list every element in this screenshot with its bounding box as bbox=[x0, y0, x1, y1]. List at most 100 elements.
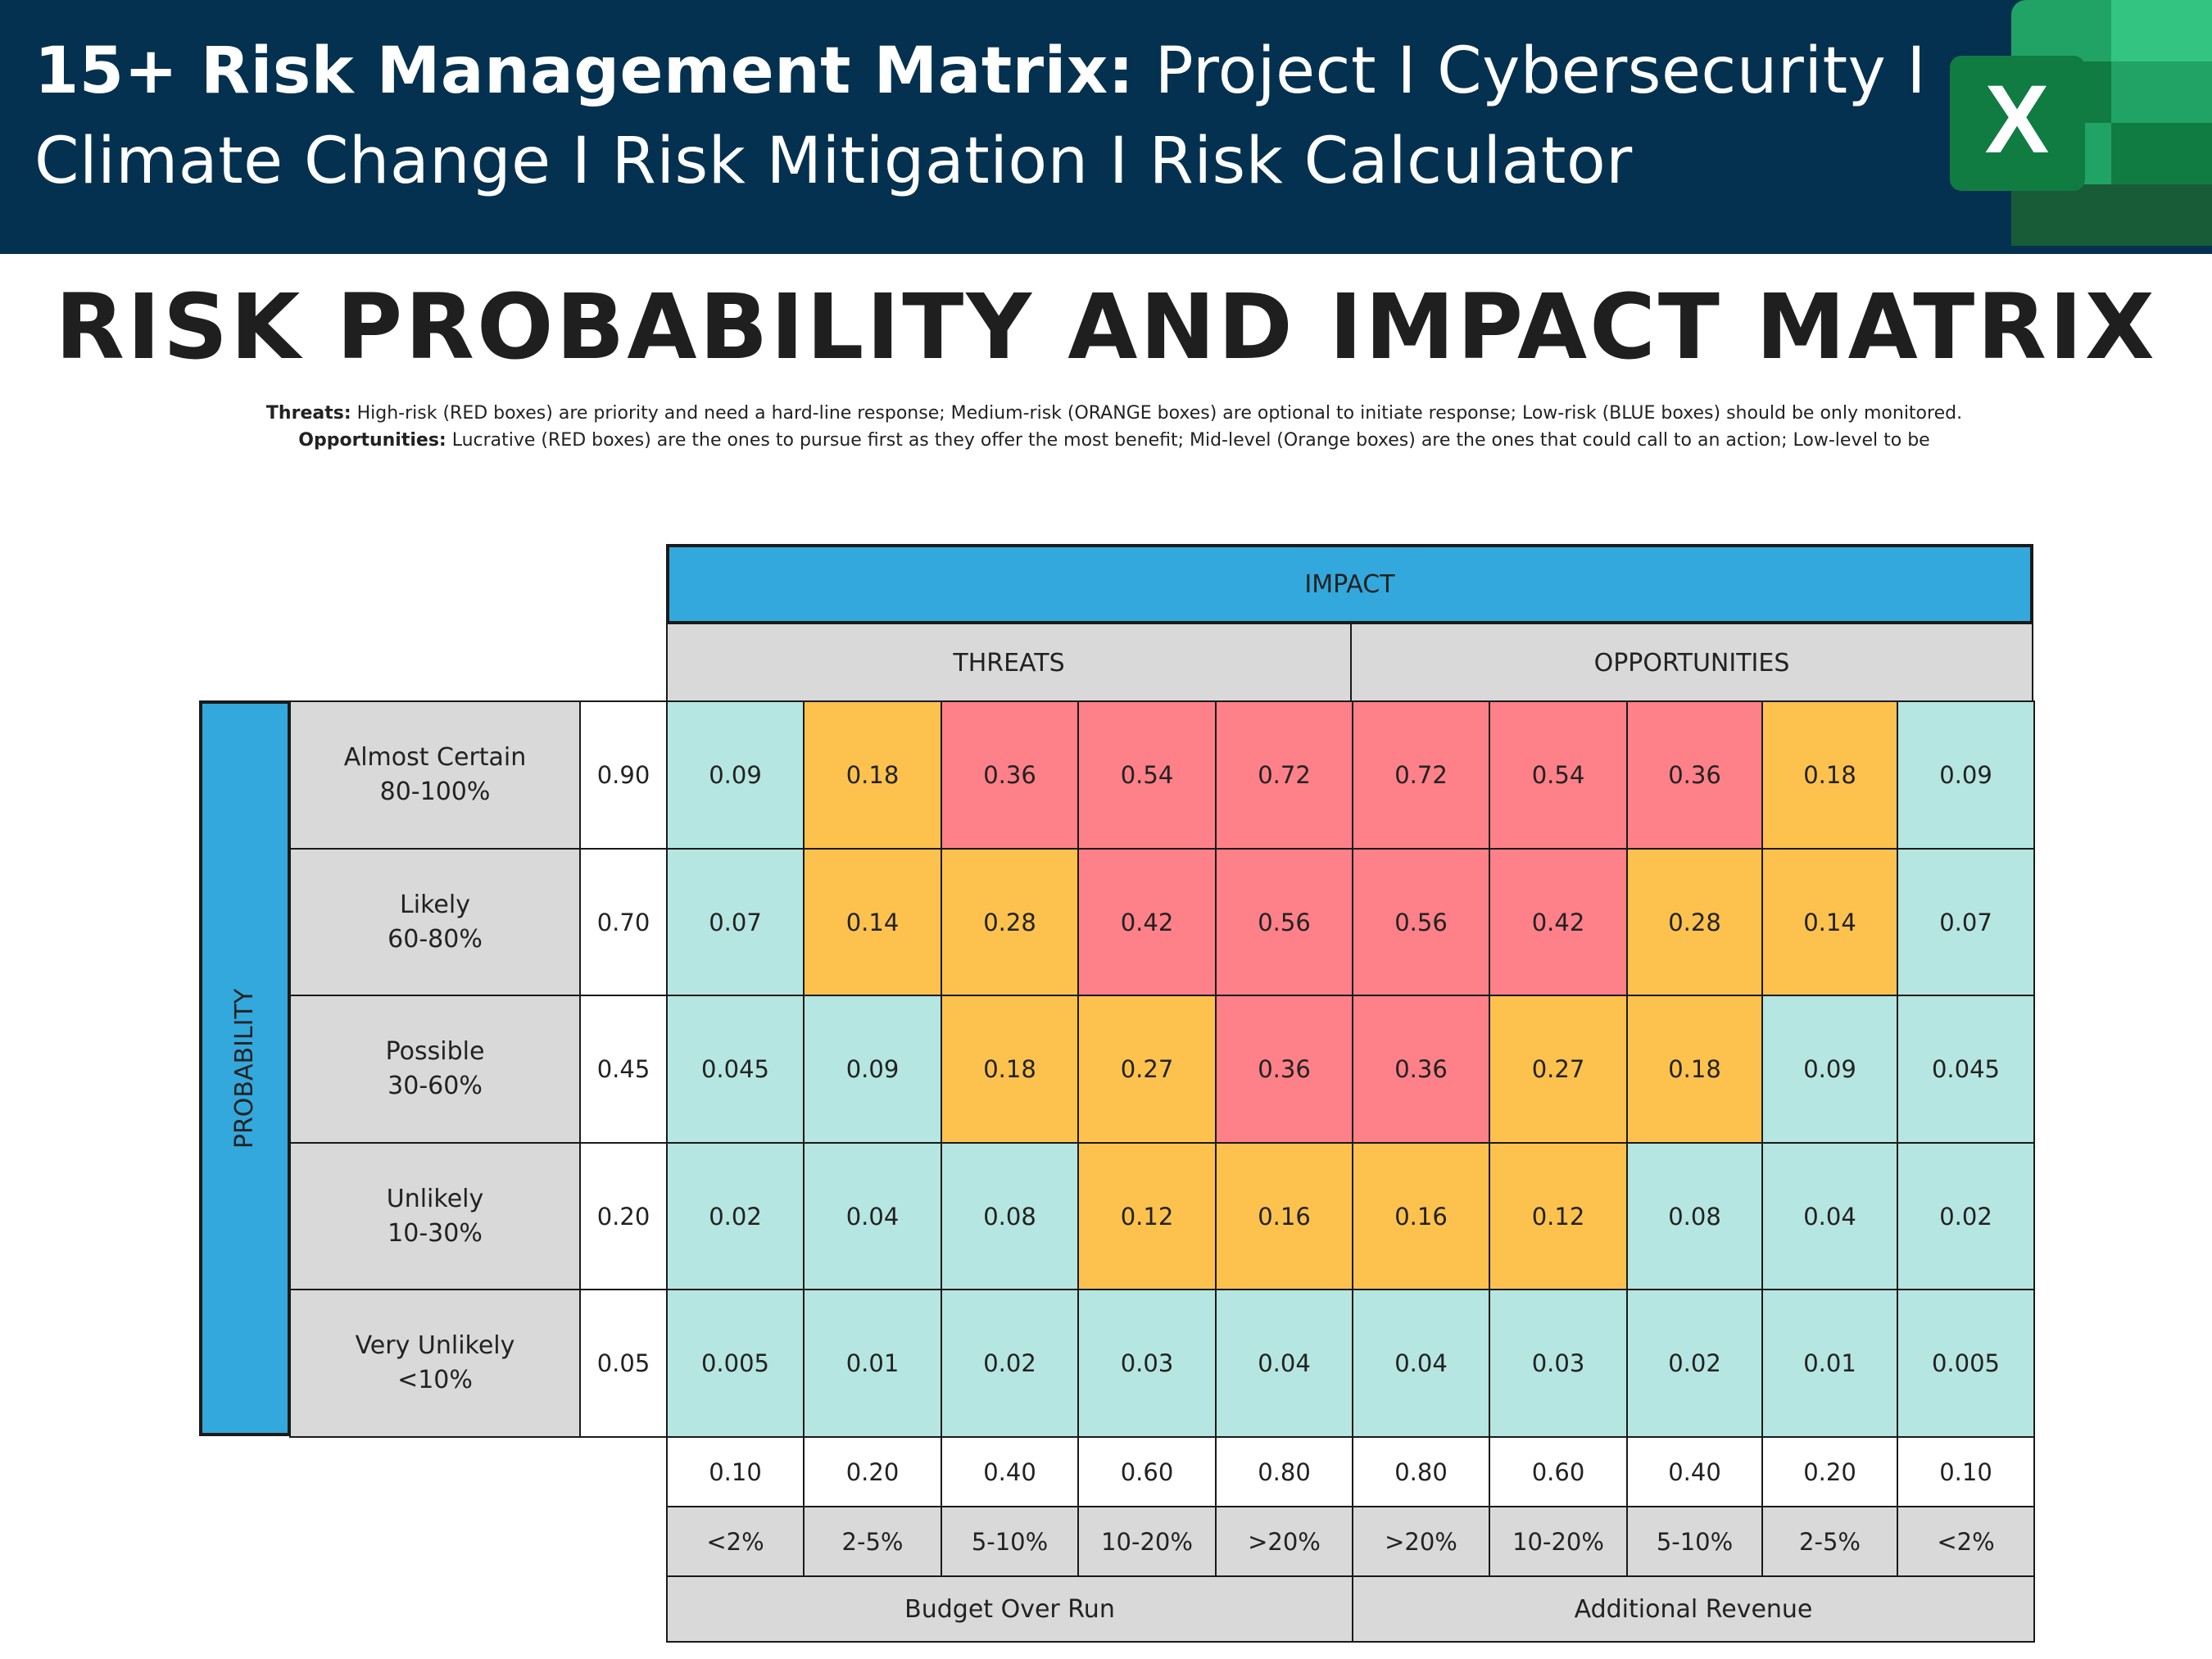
risk-score-cell: 0.28 bbox=[941, 848, 1079, 996]
risk-score-cell: 0.045 bbox=[666, 995, 805, 1144]
risk-score-cell: 0.36 bbox=[1215, 995, 1353, 1144]
impact-range-cell: <2% bbox=[1897, 1506, 2035, 1577]
row-label-name: Possible bbox=[386, 1035, 485, 1069]
risk-score-cell: 0.42 bbox=[1489, 848, 1628, 996]
row-label-range: 30-60% bbox=[388, 1069, 483, 1104]
banner-title-rest: Project I Cybersecurity I bbox=[1134, 34, 1926, 108]
risk-score-cell: 0.07 bbox=[666, 848, 805, 996]
impact-header: IMPACT bbox=[666, 544, 2033, 624]
banner-title-bold: 15+ Risk Management Matrix: bbox=[34, 34, 1134, 108]
risk-score-cell: 0.54 bbox=[1077, 700, 1217, 850]
risk-score-cell: 0.36 bbox=[941, 700, 1079, 850]
impact-range-cell: 5-10% bbox=[941, 1506, 1079, 1577]
impact-value-cell: 0.40 bbox=[1626, 1436, 1763, 1507]
row-label-name: Unlikely bbox=[387, 1182, 484, 1217]
excel-icon-letter: X bbox=[1985, 66, 2050, 174]
row-label-range: 80-100% bbox=[380, 775, 491, 809]
risk-score-cell: 0.12 bbox=[1077, 1142, 1217, 1290]
row-probability-value: 0.70 bbox=[579, 848, 668, 996]
risk-score-cell: 0.08 bbox=[1626, 1142, 1763, 1290]
risk-score-cell: 0.045 bbox=[1897, 995, 2035, 1144]
impact-range-cell: 2-5% bbox=[1761, 1506, 1898, 1577]
banner-title-line-2: Climate Change I Risk Mitigation I Risk … bbox=[34, 125, 1633, 198]
impact-value-cell: 0.60 bbox=[1077, 1436, 1217, 1507]
risk-score-cell: 0.18 bbox=[941, 995, 1079, 1144]
risk-score-cell: 0.04 bbox=[1352, 1289, 1490, 1438]
threats-header: THREATS bbox=[666, 623, 1352, 703]
risk-score-cell: 0.14 bbox=[1761, 848, 1898, 996]
risk-score-cell: 0.36 bbox=[1352, 995, 1490, 1144]
risk-score-cell: 0.04 bbox=[1215, 1289, 1353, 1438]
banner-title-line-1: 15+ Risk Management Matrix: Project I Cy… bbox=[34, 34, 1926, 108]
risk-score-cell: 0.08 bbox=[941, 1142, 1079, 1290]
row-probability-value: 0.20 bbox=[579, 1142, 668, 1290]
row-label-name: Almost Certain bbox=[344, 741, 527, 775]
row-label-name: Likely bbox=[400, 888, 470, 922]
row-label-range: 10-30% bbox=[388, 1217, 483, 1251]
opportunities-header: OPPORTUNITIES bbox=[1350, 623, 2033, 703]
row-probability-value: 0.90 bbox=[579, 700, 668, 850]
risk-score-cell: 0.01 bbox=[1761, 1289, 1898, 1438]
risk-score-cell: 0.02 bbox=[666, 1142, 805, 1290]
risk-score-cell: 0.56 bbox=[1352, 848, 1490, 996]
risk-score-cell: 0.09 bbox=[803, 995, 942, 1144]
risk-score-cell: 0.27 bbox=[1077, 995, 1217, 1144]
risk-score-cell: 0.01 bbox=[803, 1289, 942, 1438]
risk-score-cell: 0.03 bbox=[1077, 1289, 1217, 1438]
risk-score-cell: 0.09 bbox=[1761, 995, 1898, 1144]
risk-score-cell: 0.16 bbox=[1352, 1142, 1490, 1290]
impact-value-cell: 0.80 bbox=[1352, 1436, 1490, 1507]
risk-score-cell: 0.18 bbox=[1626, 995, 1763, 1144]
risk-score-cell: 0.27 bbox=[1489, 995, 1628, 1144]
row-probability-value: 0.05 bbox=[579, 1289, 668, 1438]
risk-score-cell: 0.14 bbox=[803, 848, 942, 996]
impact-value-cell: 0.60 bbox=[1489, 1436, 1628, 1507]
risk-score-cell: 0.16 bbox=[1215, 1142, 1353, 1290]
row-label: Possible 30-60% bbox=[289, 995, 581, 1144]
row-label: Almost Certain 80-100% bbox=[289, 700, 581, 850]
risk-score-cell: 0.42 bbox=[1077, 848, 1217, 996]
impact-value-cell: 0.20 bbox=[803, 1436, 942, 1507]
risk-score-cell: 0.72 bbox=[1352, 700, 1490, 850]
impact-value-cell: 0.20 bbox=[1761, 1436, 1898, 1507]
impact-value-cell: 0.10 bbox=[1897, 1436, 2035, 1507]
threats-footer: Budget Over Run bbox=[666, 1575, 1353, 1643]
risk-score-cell: 0.07 bbox=[1897, 848, 2035, 996]
opportunities-desc-label: Opportunities: bbox=[298, 430, 446, 451]
impact-value-cell: 0.40 bbox=[941, 1436, 1079, 1507]
row-label-range: 60-80% bbox=[388, 922, 483, 957]
impact-value-cell: 0.80 bbox=[1215, 1436, 1353, 1507]
risk-score-cell: 0.005 bbox=[666, 1289, 805, 1438]
risk-score-cell: 0.02 bbox=[1626, 1289, 1763, 1438]
impact-range-cell: >20% bbox=[1215, 1506, 1353, 1577]
risk-score-cell: 0.02 bbox=[1897, 1142, 2035, 1290]
risk-score-cell: 0.56 bbox=[1215, 848, 1353, 996]
impact-range-cell: 10-20% bbox=[1489, 1506, 1628, 1577]
impact-value-cell: 0.10 bbox=[666, 1436, 805, 1507]
impact-range-cell: 2-5% bbox=[803, 1506, 942, 1577]
risk-score-cell: 0.12 bbox=[1489, 1142, 1628, 1290]
opportunities-desc-text: Lucrative (RED boxes) are the ones to pu… bbox=[446, 430, 1930, 451]
threats-desc-text: High-risk (RED boxes) are priority and n… bbox=[351, 403, 1962, 424]
probability-axis: PROBABILITY bbox=[199, 700, 291, 1436]
matrix-description: Threats: High-risk (RED boxes) are prior… bbox=[221, 400, 2007, 472]
risk-score-cell: 0.04 bbox=[1761, 1142, 1898, 1290]
impact-range-cell: 10-20% bbox=[1077, 1506, 1217, 1577]
row-label-range: <10% bbox=[397, 1363, 473, 1398]
impact-range-cell: 5-10% bbox=[1626, 1506, 1763, 1577]
row-label: Unlikely 10-30% bbox=[289, 1142, 581, 1290]
impact-range-cell: >20% bbox=[1352, 1506, 1490, 1577]
row-probability-value: 0.45 bbox=[579, 995, 668, 1144]
risk-score-cell: 0.18 bbox=[803, 700, 942, 850]
excel-icon: X bbox=[1950, 0, 2212, 246]
risk-score-cell: 0.18 bbox=[1761, 700, 1898, 850]
opportunities-footer: Additional Revenue bbox=[1352, 1575, 2035, 1643]
risk-score-cell: 0.36 bbox=[1626, 700, 1763, 850]
row-label-name: Very Unlikely bbox=[356, 1329, 515, 1363]
risk-score-cell: 0.005 bbox=[1897, 1289, 2035, 1438]
impact-range-cell: <2% bbox=[666, 1506, 805, 1577]
row-label: Likely 60-80% bbox=[289, 848, 581, 996]
page-title: RISK PROBABILITY AND IMPACT MATRIX bbox=[0, 274, 2212, 379]
risk-score-cell: 0.09 bbox=[1897, 700, 2035, 850]
risk-score-cell: 0.04 bbox=[803, 1142, 942, 1290]
